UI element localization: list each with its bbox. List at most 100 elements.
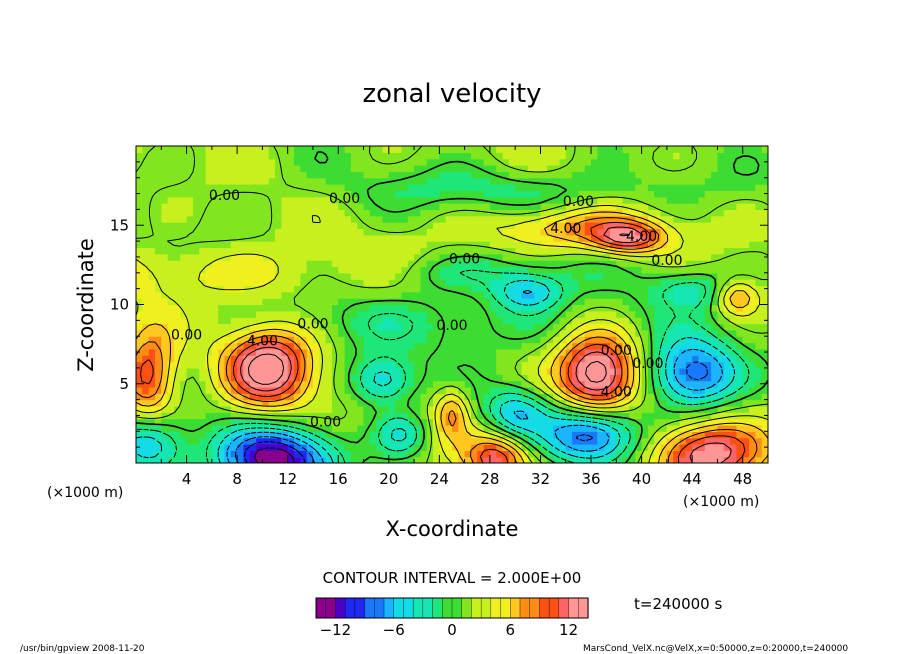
heatmap-cell [281,393,289,401]
heatmap-cell [382,253,390,261]
heatmap-cell [679,304,687,312]
heatmap-cell [319,361,327,369]
heatmap-cell [306,374,314,382]
heatmap-cell [142,203,150,210]
heatmap-cell [294,355,301,363]
heatmap-cell [319,146,327,153]
heatmap-cell [445,329,453,337]
heatmap-cell [711,310,719,318]
heatmap-cell [287,165,295,172]
heatmap-cell [704,367,712,375]
heatmap-cell [331,456,339,463]
heatmap-cell [730,291,737,299]
heatmap-cell [470,424,478,432]
heatmap-cell [553,196,561,204]
heatmap-cell [167,215,175,223]
heatmap-cell [704,443,712,451]
heatmap-cell [553,348,561,356]
heatmap-cell [685,367,693,375]
heatmap-cell [534,317,542,325]
heatmap-cell [180,361,188,369]
heatmap-cell [572,272,579,280]
heatmap-cell [641,190,649,198]
heatmap-cell [597,367,605,375]
heatmap-cell [167,234,175,242]
heatmap-cell [218,399,226,407]
heatmap-cell [319,241,327,249]
heatmap-cell [749,285,756,293]
heatmap-cell [578,234,586,242]
heatmap-cell [414,399,421,407]
heatmap-cell [420,443,428,451]
heatmap-cell [521,171,529,179]
heatmap-cell [730,342,737,350]
heatmap-cell [641,152,649,160]
heatmap-cell [224,291,232,299]
heatmap-cell [331,171,339,179]
heatmap-cell [572,374,579,382]
heatmap-cell [660,215,668,223]
heatmap-cell [433,190,440,198]
heatmap-cell [515,456,523,463]
heatmap-cell [186,146,194,153]
heatmap-cell [205,146,213,153]
heatmap-cell [237,266,245,274]
heatmap-cell [654,443,662,451]
heatmap-cell [666,152,674,160]
heatmap-cell [540,184,548,191]
heatmap-cell [660,247,668,255]
heatmap-cell [376,304,384,312]
heatmap-cell [407,310,415,318]
heatmap-cell [553,437,561,445]
heatmap-cell [527,424,535,432]
heatmap-cell [350,247,358,255]
heatmap-cell [281,285,289,293]
heatmap-cell [382,241,390,249]
heatmap-cell [679,374,687,382]
heatmap-cell [376,222,384,230]
heatmap-cell [426,412,434,420]
heatmap-cell [717,424,725,432]
heatmap-cell [628,367,636,375]
heatmap-cell [698,424,706,432]
heatmap-cell [357,437,365,445]
heatmap-cell [344,228,352,236]
heatmap-cell [199,310,207,318]
heatmap-cell [565,266,573,274]
heatmap-cell [723,380,731,388]
heatmap-cell [628,329,636,337]
heatmap-cell [167,222,175,230]
heatmap-cell [647,399,655,407]
heatmap-cell [325,165,333,172]
heatmap-cell [660,317,668,325]
heatmap-cell [142,437,150,445]
heatmap-cell [717,228,725,236]
heatmap-cell [685,418,693,426]
heatmap-cell [249,380,257,388]
heatmap-cell [388,291,396,299]
heatmap-cell [388,272,396,280]
heatmap-cell [572,234,579,242]
heatmap-cell [622,253,630,261]
heatmap-cell [477,177,485,185]
heatmap-cell [192,190,200,198]
heatmap-cell [173,298,181,306]
heatmap-cell [433,418,440,426]
heatmap-cell [376,146,384,153]
heatmap-cell [256,393,263,401]
heatmap-cell [395,146,403,153]
heatmap-cell [635,336,643,344]
heatmap-cell [382,399,390,407]
heatmap-cell [591,171,598,179]
heatmap-cell [452,190,459,198]
heatmap-cell [679,386,687,394]
heatmap-cell [711,348,719,356]
heatmap-cell [685,298,693,306]
heatmap-cell [218,323,226,331]
heatmap-cell [306,418,314,426]
heatmap-cell [243,209,251,217]
heatmap-cell [148,215,156,223]
heatmap-cell [148,418,156,426]
heatmap-cell [142,456,150,463]
heatmap-cell [477,355,485,363]
